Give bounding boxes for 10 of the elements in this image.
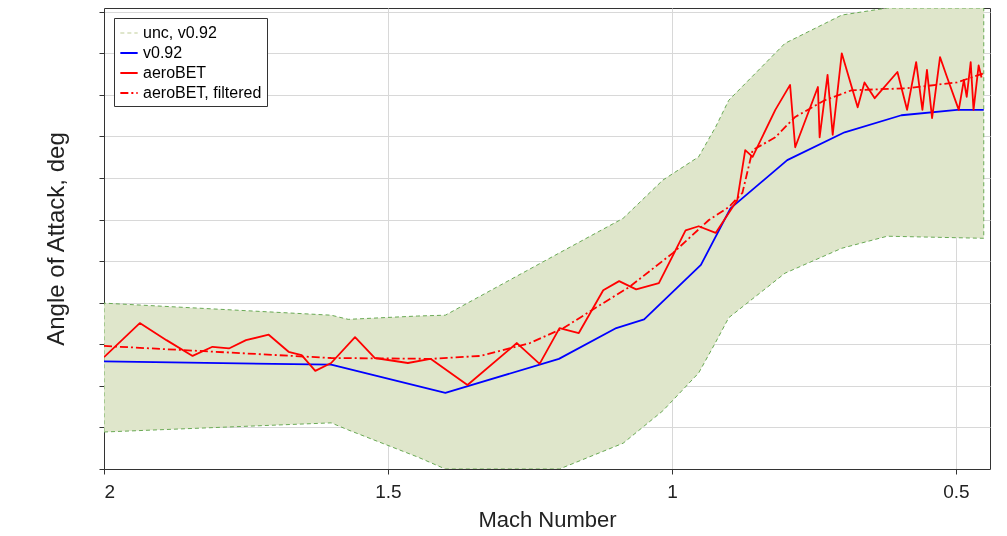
legend-label: v0.92 bbox=[143, 44, 183, 61]
x-tick-label: 1 bbox=[667, 480, 678, 502]
x-tick-label: 0.5 bbox=[943, 480, 970, 502]
legend-label: unc, v0.92 bbox=[143, 24, 217, 41]
legend-label: aeroBET bbox=[143, 64, 207, 81]
y-axis-title: Angle of Attack, deg bbox=[42, 132, 69, 346]
x-tick-label: 1.5 bbox=[375, 480, 402, 502]
legend-label: aeroBET, filtered bbox=[143, 84, 262, 101]
x-axis-title: Mach Number bbox=[478, 506, 617, 532]
x-tick-label: 2 bbox=[104, 480, 116, 502]
